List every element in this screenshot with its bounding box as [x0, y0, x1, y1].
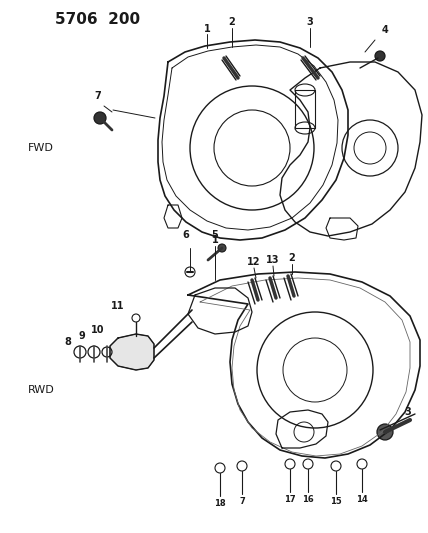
Text: 4: 4 [382, 25, 388, 35]
Text: 13: 13 [266, 255, 280, 265]
Text: 7: 7 [95, 91, 101, 101]
Text: 6: 6 [183, 230, 189, 240]
Text: 5706  200: 5706 200 [55, 12, 140, 27]
Circle shape [375, 51, 385, 61]
Polygon shape [110, 334, 154, 370]
Text: 5: 5 [211, 230, 218, 240]
Text: 2: 2 [288, 253, 295, 263]
Circle shape [218, 244, 226, 252]
Text: RWD: RWD [28, 385, 55, 395]
Text: 18: 18 [214, 499, 226, 508]
Text: 1: 1 [211, 235, 218, 245]
Text: 3: 3 [404, 407, 411, 417]
Text: 10: 10 [91, 325, 105, 335]
Text: 12: 12 [247, 257, 261, 267]
Text: 15: 15 [330, 497, 342, 506]
Text: 7: 7 [239, 497, 245, 506]
Text: 16: 16 [302, 496, 314, 505]
Circle shape [377, 424, 393, 440]
Text: 1: 1 [204, 24, 211, 34]
Text: 9: 9 [79, 331, 85, 341]
Text: 8: 8 [65, 337, 71, 347]
Text: 14: 14 [356, 496, 368, 505]
Text: FWD: FWD [28, 143, 54, 153]
Text: 11: 11 [111, 301, 125, 311]
Text: 2: 2 [229, 17, 235, 27]
Circle shape [94, 112, 106, 124]
Text: 3: 3 [306, 17, 313, 27]
Text: 17: 17 [284, 496, 296, 505]
